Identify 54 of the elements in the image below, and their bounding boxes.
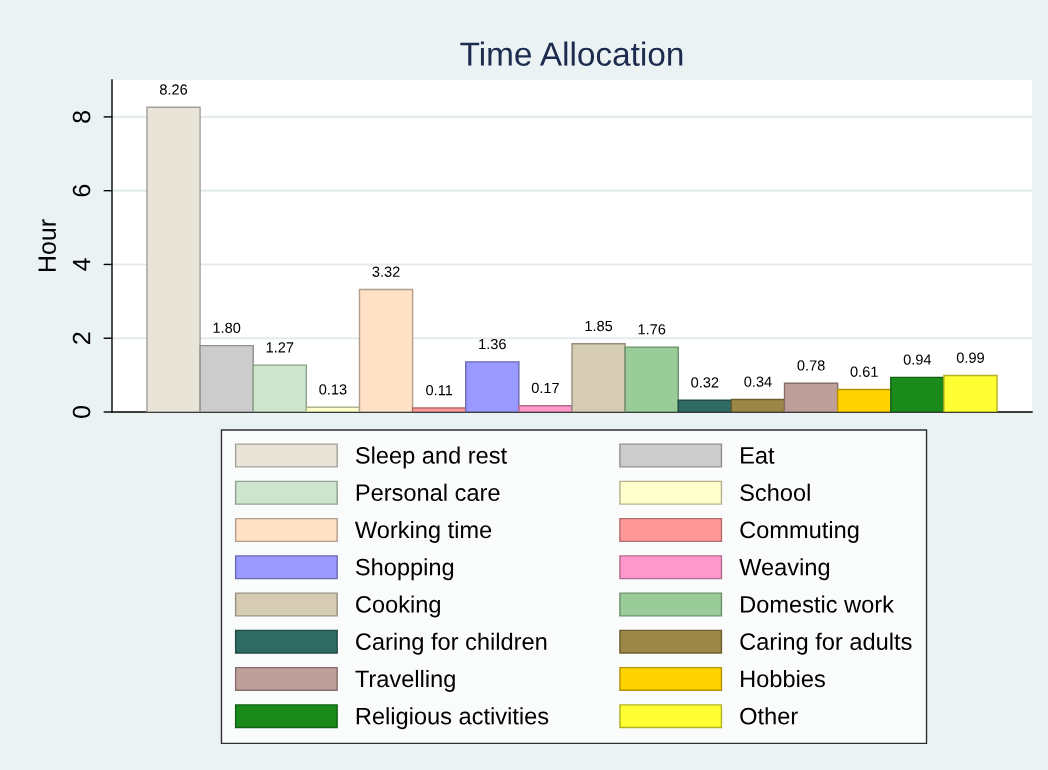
- legend-label: Personal care: [356, 483, 500, 502]
- bar: [518, 405, 573, 412]
- legend-label: Hobbies: [741, 669, 825, 688]
- legend-label: Shopping: [355, 558, 454, 581]
- legend-label: Weaving: [739, 558, 830, 581]
- bar: [624, 346, 679, 412]
- legend-label: Cooking: [356, 595, 440, 618]
- data-label: 1.80: [213, 322, 241, 333]
- data-label: 0.11: [426, 385, 453, 396]
- legend-label: Caring for children: [356, 632, 547, 655]
- bar: [677, 399, 733, 412]
- data-label: 0.78: [797, 360, 825, 371]
- legend-label: Caring for adults: [740, 632, 912, 655]
- chart-title: Time Allocation: [460, 41, 683, 66]
- legend-label: Commuting: [740, 520, 859, 543]
- legend-label: Travelling: [355, 669, 455, 692]
- bar: [943, 374, 998, 412]
- legend-label: Religious activities: [356, 707, 549, 730]
- data-label: 0.17: [531, 382, 559, 394]
- data-label: 0.34: [744, 376, 772, 387]
- legend-label: Eat: [741, 447, 775, 464]
- legend-label: Working time: [354, 520, 492, 543]
- y-tick-label: 2: [72, 332, 91, 344]
- bar: [783, 382, 839, 412]
- data-label: 0.32: [691, 377, 719, 388]
- data-label: 0.61: [850, 366, 878, 377]
- bar: [411, 407, 467, 412]
- bar: [571, 343, 626, 412]
- data-label: 0.99: [956, 352, 984, 363]
- data-label: 8.26: [159, 84, 188, 95]
- bar: [199, 344, 254, 412]
- bar: [252, 364, 308, 412]
- legend-label: Sleep and rest: [355, 446, 507, 469]
- data-label: 0.13: [319, 384, 347, 395]
- data-label: 1.27: [266, 342, 294, 353]
- data-label: 1.76: [638, 324, 666, 335]
- y-tick-label: 8: [72, 111, 91, 123]
- y-tick-label: 6: [72, 184, 91, 197]
- legend-label: School: [740, 483, 810, 502]
- y-tick-label: 4: [72, 258, 91, 271]
- y-tick-label: 0: [72, 406, 91, 418]
- bar: [358, 288, 414, 412]
- y-axis-title: Hour: [38, 219, 56, 272]
- bar: [890, 376, 945, 412]
- data-label: 1.85: [585, 320, 613, 332]
- bar: [730, 398, 786, 412]
- data-label: 3.32: [372, 266, 400, 277]
- legend-label: Other: [740, 707, 798, 725]
- bar: [146, 106, 201, 412]
- legend-label: Domestic work: [741, 595, 894, 613]
- bar: [465, 361, 520, 412]
- data-label: 0.94: [903, 354, 932, 365]
- data-label: 1.36: [479, 338, 506, 350]
- bar: [836, 388, 892, 412]
